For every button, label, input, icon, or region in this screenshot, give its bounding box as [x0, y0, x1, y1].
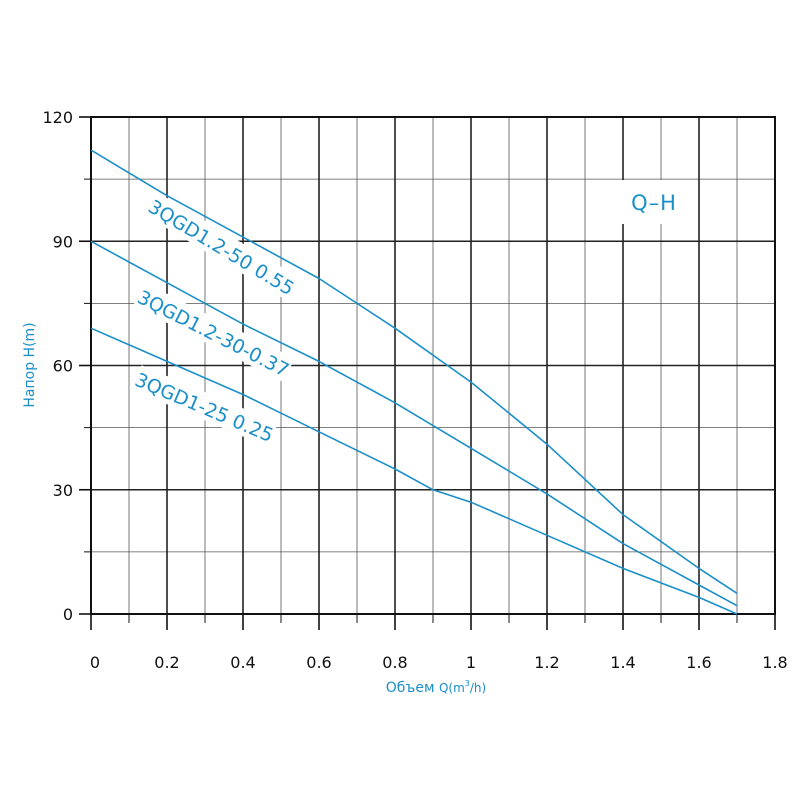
series-label: 3QGD1.2-30-0.37: [133, 282, 295, 382]
x-axis-label-q: Q(m: [439, 681, 465, 695]
x-axis-tick-labels: 0 0.2 0.4 0.6 0.8 1 1.2 1.4 1.6 1.8: [90, 653, 788, 672]
x-tick-label: 1: [466, 653, 476, 672]
series-line: [90, 240, 738, 607]
x-tick-label: 0.4: [230, 653, 255, 672]
x-axis-label-unit: /h): [470, 681, 486, 695]
chart-title: Q–H: [631, 191, 677, 215]
x-tick-label: 1.4: [610, 653, 635, 672]
x-tick-label: 1.2: [534, 653, 559, 672]
series-label-background: [133, 282, 295, 382]
x-tick-label: 0.8: [382, 653, 407, 672]
y-axis-label: Напор H(m): [22, 322, 38, 407]
series-label-background: [131, 365, 278, 448]
y-tick-label: 0: [63, 605, 73, 624]
x-tick-label: 1.6: [686, 653, 711, 672]
legend-box: Q–H: [613, 180, 695, 224]
axis-tick-marks: [79, 116, 776, 630]
y-tick-label: 30: [53, 481, 73, 500]
y-tick-label: 60: [53, 357, 73, 376]
series-label-text: 3QGD1-25 0.25: [132, 369, 277, 447]
y-axis-tick-labels: 0 30 60 90 120: [42, 108, 73, 624]
x-tick-label: 0.6: [306, 653, 331, 672]
x-axis-label-main: Объем: [386, 680, 439, 696]
series-label-background: [143, 191, 301, 301]
series-lines: [90, 149, 738, 615]
y-tick-label: 90: [53, 232, 73, 251]
x-tick-label: 0: [90, 653, 100, 672]
series-line: [90, 149, 738, 594]
x-tick-label: 1.8: [762, 653, 787, 672]
series-label-text: 3QGD1.2-30-0.37: [134, 286, 293, 381]
x-tick-label: 0.2: [154, 653, 179, 672]
series-line: [90, 327, 738, 615]
x-axis-label-sup: 3: [465, 679, 470, 688]
x-axis-label: Объем Q(m3/h): [386, 679, 486, 696]
y-tick-label: 120: [42, 108, 73, 127]
